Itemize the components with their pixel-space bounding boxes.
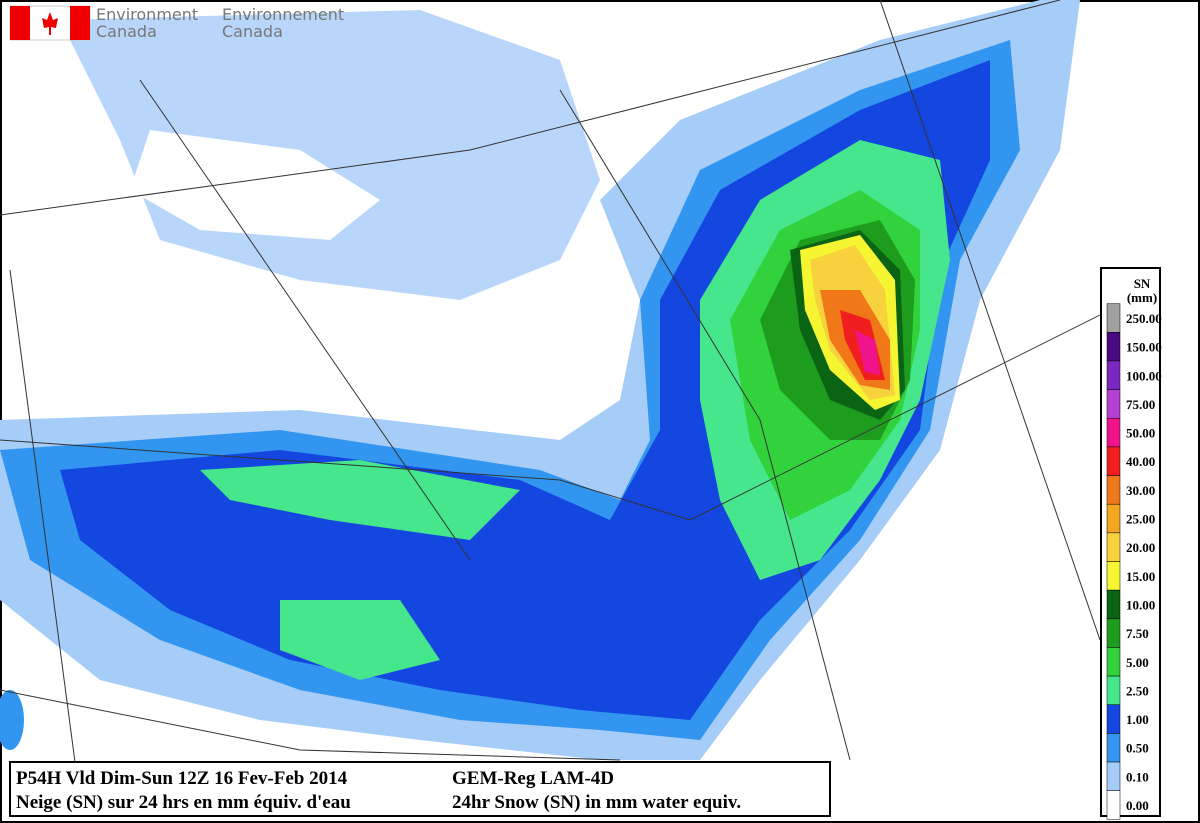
legend-label: 25.00 (1126, 512, 1155, 527)
legend-swatch (1106, 733, 1121, 763)
footer: P54H Vld Dim-Sun 12Z 16 Fev-Feb 2014 Nei… (9, 761, 831, 817)
footer-box (9, 761, 831, 817)
logo: Environment Canada Environnement Canada (9, 5, 344, 41)
legend-label: 75.00 (1126, 397, 1155, 412)
footer-left-2: Neige (SN) sur 24 hrs en mm équiv. d'eau (16, 792, 351, 813)
legend-unit: (mm) (1127, 290, 1157, 305)
legend-label: 0.00 (1126, 798, 1149, 813)
legend-label: 15.00 (1126, 569, 1155, 584)
legend-label: 250.00 (1126, 311, 1162, 326)
map-lines (0, 0, 1151, 801)
legend-label: 30.00 (1126, 483, 1155, 498)
legend-label: 2.50 (1126, 683, 1149, 698)
legend-label: 10.00 (1126, 597, 1155, 612)
legend: SN (mm) 250.00 150.00 100.00 75.00 50.00 40.0… (1100, 267, 1162, 820)
legend-label: 0.50 (1126, 741, 1149, 756)
legend-swatch (1106, 503, 1121, 534)
legend-swatch (1106, 389, 1121, 419)
legend-label: 7.50 (1126, 626, 1149, 641)
legend-swatch (1106, 618, 1121, 648)
footer-right-2: 24hr Snow (SN) in mm water equiv. (452, 792, 741, 813)
legend-label: 150.00 (1126, 340, 1162, 355)
legend-swatch (1106, 704, 1121, 734)
legend-swatch (1106, 761, 1121, 791)
footer-right-1: GEM-Reg LAM-4D (452, 768, 614, 789)
legend-swatch (1106, 647, 1121, 677)
country-fr: Canada (222, 22, 283, 41)
legend-label: 0.10 (1126, 769, 1149, 784)
legend-label: 20.00 (1126, 540, 1155, 555)
legend-label: 5.00 (1126, 655, 1149, 670)
legend-swatch (1106, 561, 1121, 591)
legend-swatch (1106, 303, 1121, 333)
legend-swatch (1106, 418, 1121, 448)
legend-swatch (1106, 589, 1121, 620)
legend-label: 50.00 (1126, 426, 1155, 441)
country-en: Canada (96, 22, 157, 41)
footer-left-1: P54H Vld Dim-Sun 12Z 16 Fev-Feb 2014 (16, 768, 348, 789)
legend-label: 1.00 (1126, 712, 1149, 727)
legend-swatch (1106, 475, 1121, 505)
legend-swatch (1106, 446, 1121, 476)
legend-swatch (1106, 360, 1121, 390)
agency-en: Environment (96, 5, 198, 24)
legend-swatch (1106, 790, 1121, 820)
agency-fr: Environnement (222, 5, 344, 24)
legend-swatch (1106, 675, 1121, 705)
legend-label: 100.00 (1126, 368, 1162, 383)
legend-title: SN (1134, 276, 1151, 291)
precip-field (0, 0, 1080, 760)
legend-swatch (1106, 332, 1121, 362)
legend-label: 40.00 (1126, 454, 1155, 469)
legend-swatch (1106, 532, 1121, 562)
